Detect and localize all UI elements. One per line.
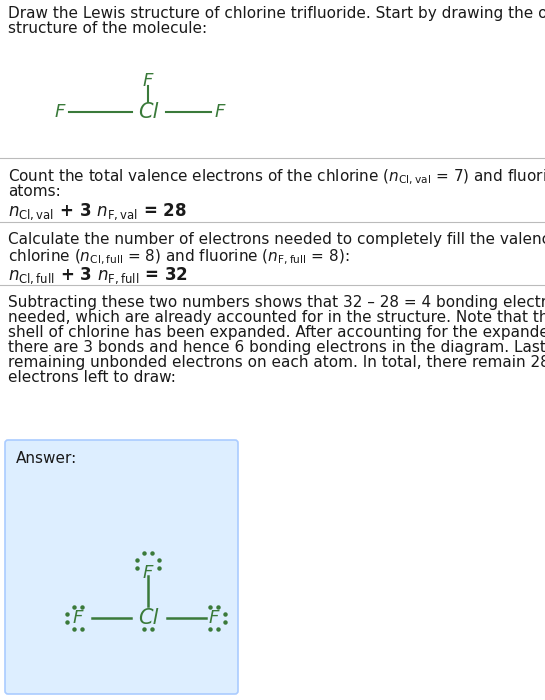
Text: chlorine ($n_\mathrm{Cl,full}$ = 8) and fluorine ($n_\mathrm{F,full}$ = 8):: chlorine ($n_\mathrm{Cl,full}$ = 8) and … [8, 248, 349, 267]
Text: F: F [143, 72, 153, 90]
Text: shell of chlorine has been expanded. After accounting for the expanded valence,: shell of chlorine has been expanded. Aft… [8, 325, 545, 340]
Text: remaining unbonded electrons on each atom. In total, there remain 28 – 6 = 22: remaining unbonded electrons on each ato… [8, 355, 545, 370]
Text: F: F [209, 609, 219, 627]
Text: Draw the Lewis structure of chlorine trifluoride. Start by drawing the overall: Draw the Lewis structure of chlorine tri… [8, 6, 545, 21]
Text: Cl: Cl [138, 608, 158, 628]
FancyBboxPatch shape [5, 440, 238, 694]
Text: Answer:: Answer: [16, 451, 77, 466]
Text: F: F [73, 609, 83, 627]
Text: Count the total valence electrons of the chlorine ($n_\mathrm{Cl,val}$ = 7) and : Count the total valence electrons of the… [8, 168, 545, 188]
Text: Subtracting these two numbers shows that 32 – 28 = 4 bonding electrons are: Subtracting these two numbers shows that… [8, 295, 545, 310]
Text: atoms:: atoms: [8, 184, 60, 199]
Text: structure of the molecule:: structure of the molecule: [8, 21, 207, 36]
Text: F: F [55, 103, 65, 121]
Text: F: F [215, 103, 226, 121]
Text: Calculate the number of electrons needed to completely fill the valence shells f: Calculate the number of electrons needed… [8, 232, 545, 247]
Text: there are 3 bonds and hence 6 bonding electrons in the diagram. Lastly, fill in : there are 3 bonds and hence 6 bonding el… [8, 340, 545, 355]
Text: F: F [143, 564, 153, 582]
Text: electrons left to draw:: electrons left to draw: [8, 370, 176, 385]
Text: $n_\mathrm{Cl,full}$ + 3 $n_\mathrm{F,full}$ = 32: $n_\mathrm{Cl,full}$ + 3 $n_\mathrm{F,fu… [8, 265, 188, 286]
Text: Cl: Cl [138, 102, 158, 122]
Text: needed, which are already accounted for in the structure. Note that the valence: needed, which are already accounted for … [8, 310, 545, 325]
Text: $n_\mathrm{Cl,val}$ + 3 $n_\mathrm{F,val}$ = 28: $n_\mathrm{Cl,val}$ + 3 $n_\mathrm{F,val… [8, 201, 187, 222]
